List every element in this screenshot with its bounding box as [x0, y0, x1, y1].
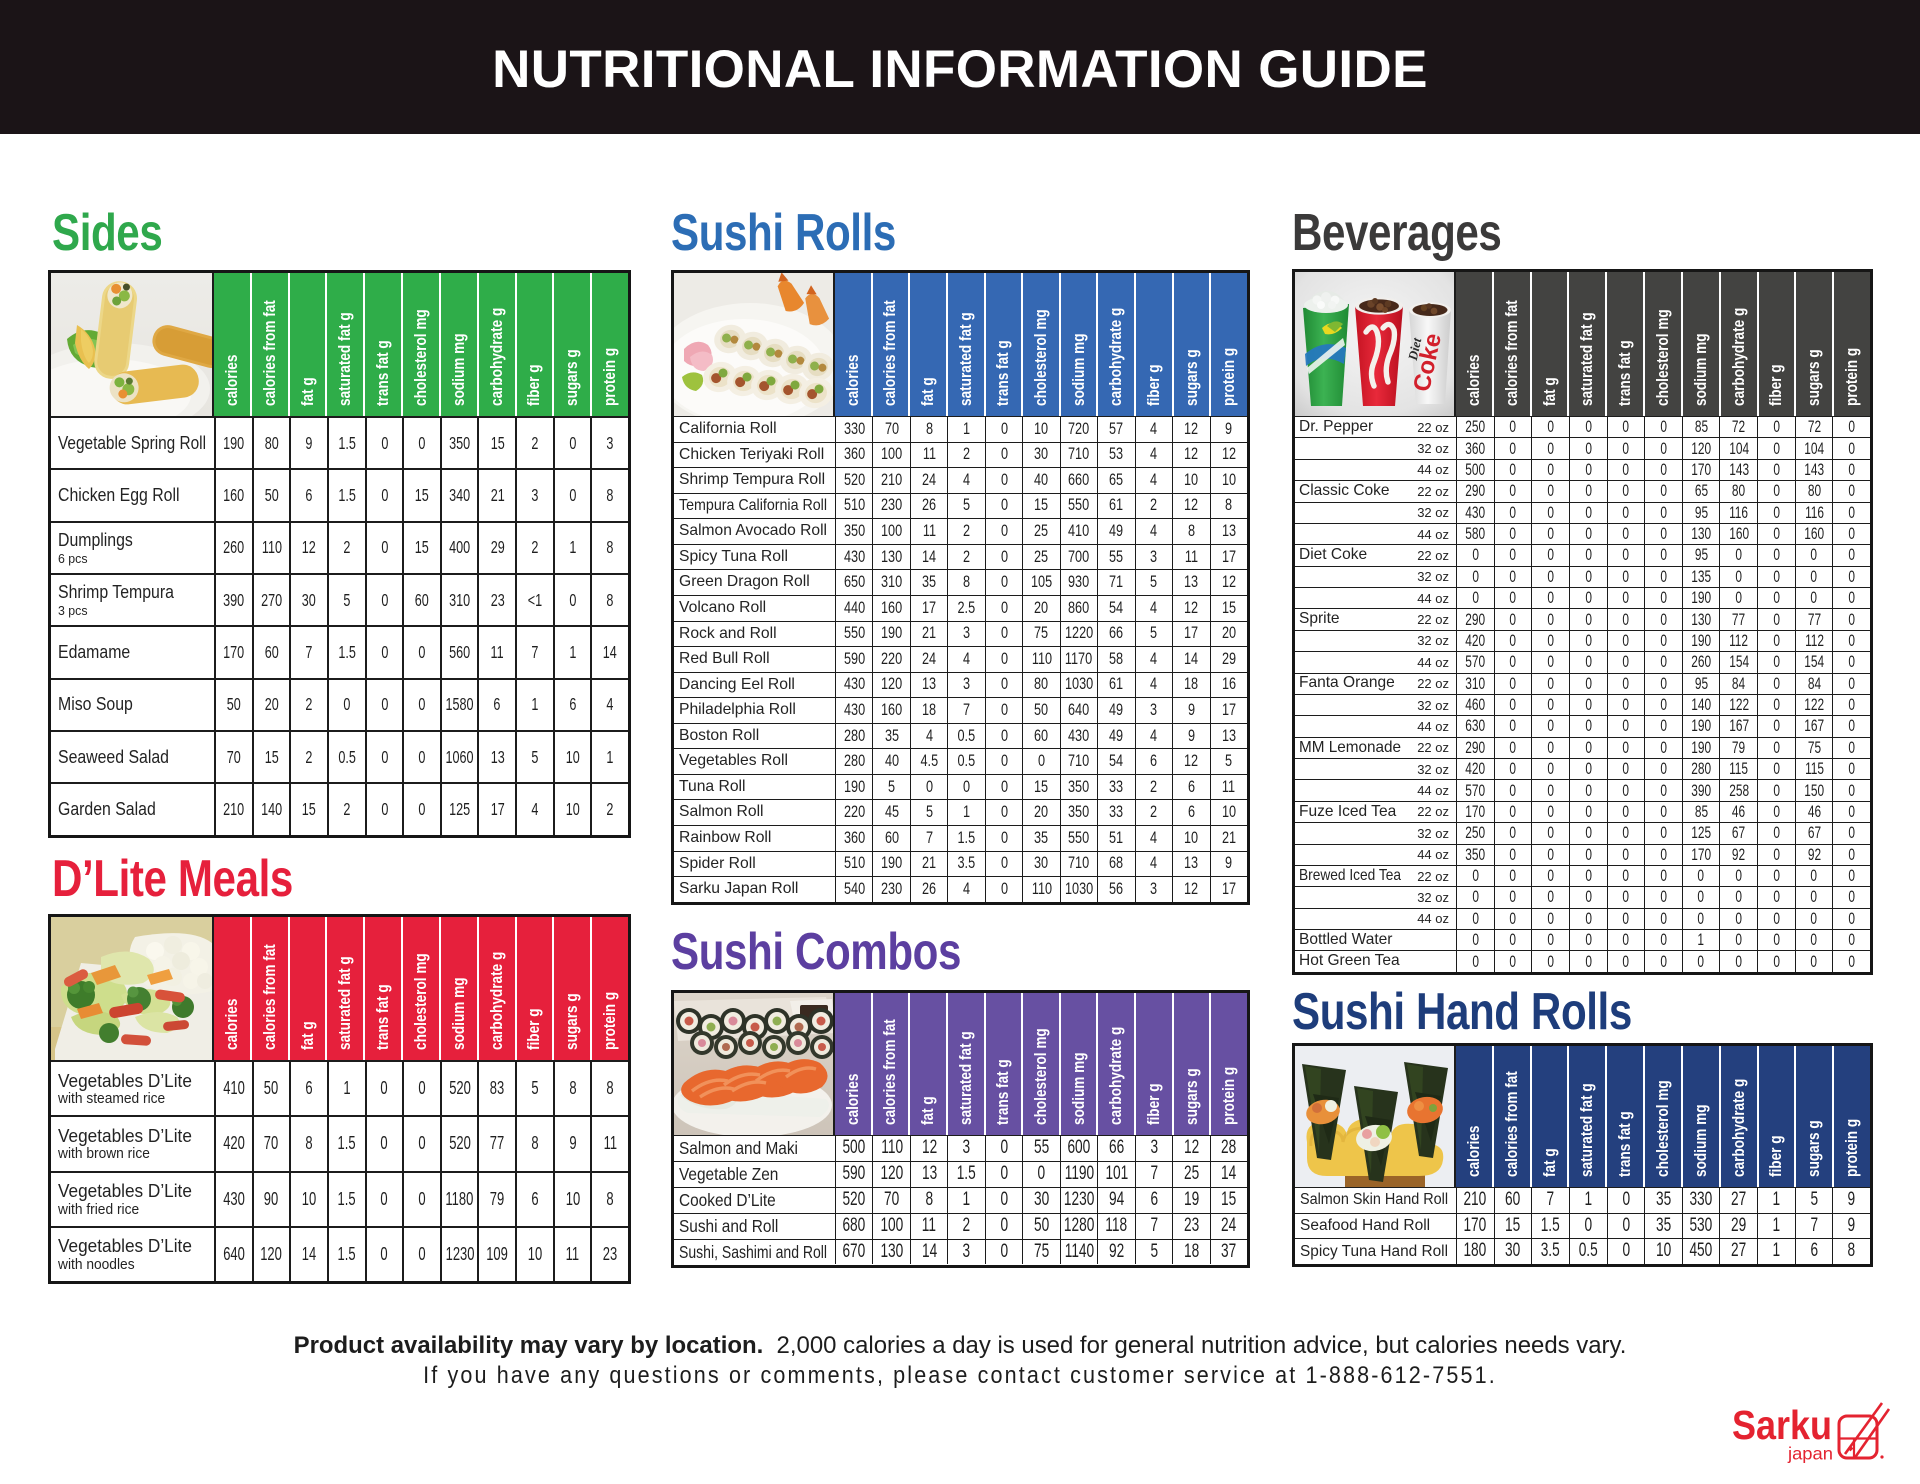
svg-text:japan: japan — [1787, 1444, 1833, 1464]
svg-text:Diet: Diet — [1405, 336, 1425, 362]
svg-text:Sarku: Sarku — [1732, 1402, 1832, 1448]
